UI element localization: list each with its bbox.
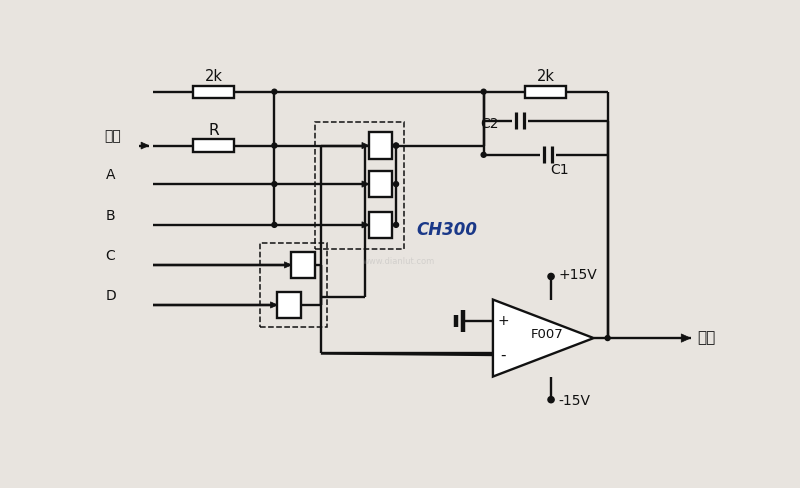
Text: A: A [106,168,115,182]
Bar [278,292,301,318]
Circle shape [394,223,398,227]
Polygon shape [682,334,690,342]
Circle shape [548,397,554,403]
Bar [314,122,404,249]
Text: www.dianlut.com: www.dianlut.com [362,257,434,265]
Polygon shape [362,181,369,187]
Text: C: C [106,248,115,263]
Bar [369,132,392,159]
Text: -15V: -15V [558,394,590,408]
Text: 2k: 2k [537,69,554,84]
Text: 输入: 输入 [104,129,121,143]
Text: CH300: CH300 [416,221,477,239]
Polygon shape [270,302,278,308]
Circle shape [548,273,554,280]
Circle shape [481,89,486,94]
Text: 2k: 2k [205,69,222,84]
Bar [261,243,327,327]
Bar [526,85,566,98]
Circle shape [272,182,277,186]
Polygon shape [362,222,369,228]
Circle shape [481,152,486,157]
Text: R: R [208,123,219,138]
Circle shape [394,143,398,148]
Text: F007: F007 [531,328,563,342]
Bar [369,171,392,197]
Text: +15V: +15V [558,268,598,282]
Bar [194,85,234,98]
Bar [291,252,314,278]
Polygon shape [362,142,369,149]
Polygon shape [141,142,149,149]
Circle shape [272,223,277,227]
Text: -: - [500,347,506,363]
Bar [369,212,392,238]
Polygon shape [493,300,594,377]
Text: C2: C2 [480,117,498,131]
Text: B: B [106,208,115,223]
Circle shape [272,89,277,94]
Circle shape [394,143,398,148]
Circle shape [272,143,277,148]
Bar [194,140,234,152]
Circle shape [605,336,610,341]
Polygon shape [285,262,291,268]
Text: 输出: 输出 [697,330,715,346]
Circle shape [394,182,398,186]
Text: +: + [497,314,509,328]
Text: C1: C1 [550,163,569,177]
Text: D: D [106,288,116,303]
